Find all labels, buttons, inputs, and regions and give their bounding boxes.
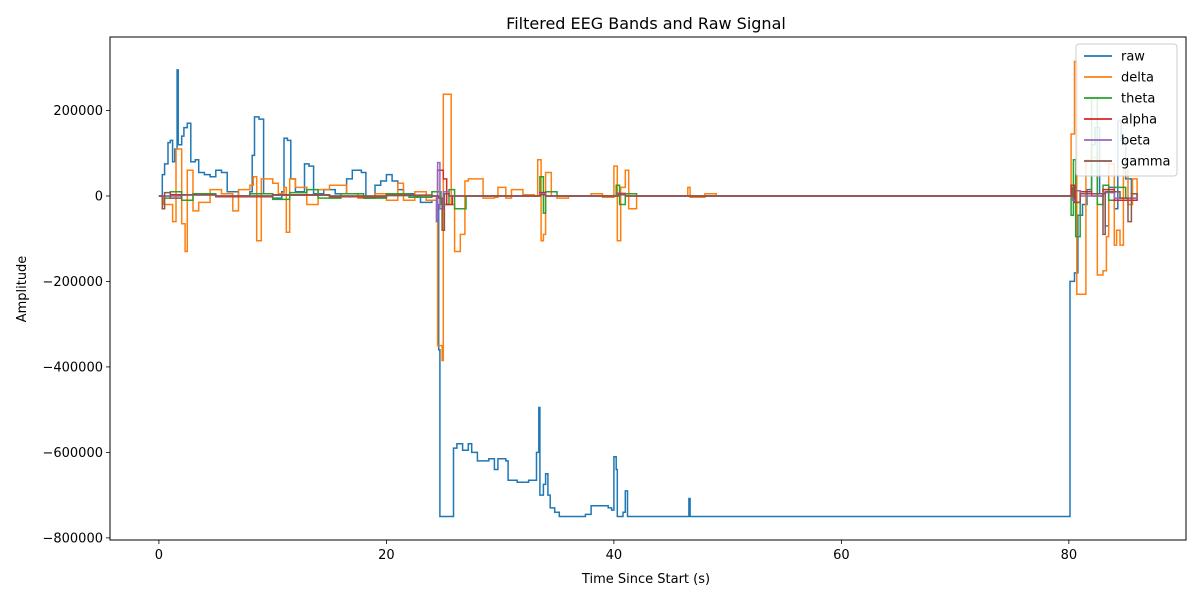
- legend-label-gamma: gamma: [1121, 155, 1171, 170]
- x-axis-label: Time Since Start (s): [581, 572, 710, 587]
- y-tick-label: −800000: [42, 531, 103, 546]
- y-axis: 200000 0 −200000 −400000 −600000 −800000: [42, 104, 110, 546]
- y-tick-label: −600000: [42, 446, 103, 461]
- y-tick-label: 200000: [53, 104, 103, 119]
- plot-area-frame: [109, 36, 1187, 541]
- x-axis: 0 20 40 60 80: [155, 540, 1077, 563]
- y-tick-label: −200000: [42, 275, 103, 290]
- chart-title: Filtered EEG Bands and Raw Signal: [506, 14, 786, 33]
- series-line-theta: [158, 96, 1138, 238]
- x-tick-label: 60: [833, 548, 850, 563]
- x-tick-label: 40: [606, 548, 623, 563]
- y-tick-label: −400000: [42, 360, 103, 375]
- legend-label-delta: delta: [1121, 71, 1154, 86]
- x-tick-label: 0: [155, 548, 163, 563]
- series-layer: [158, 60, 1138, 518]
- legend: raw delta theta alpha beta gamma: [1075, 43, 1178, 177]
- legend-label-raw: raw: [1121, 50, 1145, 65]
- y-tick-label: 0: [95, 189, 103, 204]
- legend-label-theta: theta: [1121, 92, 1155, 107]
- series-line-gamma: [158, 186, 1138, 236]
- legend-label-alpha: alpha: [1121, 113, 1157, 128]
- x-tick-label: 20: [378, 548, 395, 563]
- series-line-raw: [158, 69, 1138, 518]
- y-axis-label: Amplitude: [15, 256, 30, 323]
- x-tick-label: 80: [1061, 548, 1078, 563]
- series-line-delta: [158, 60, 1138, 362]
- legend-label-beta: beta: [1121, 134, 1150, 149]
